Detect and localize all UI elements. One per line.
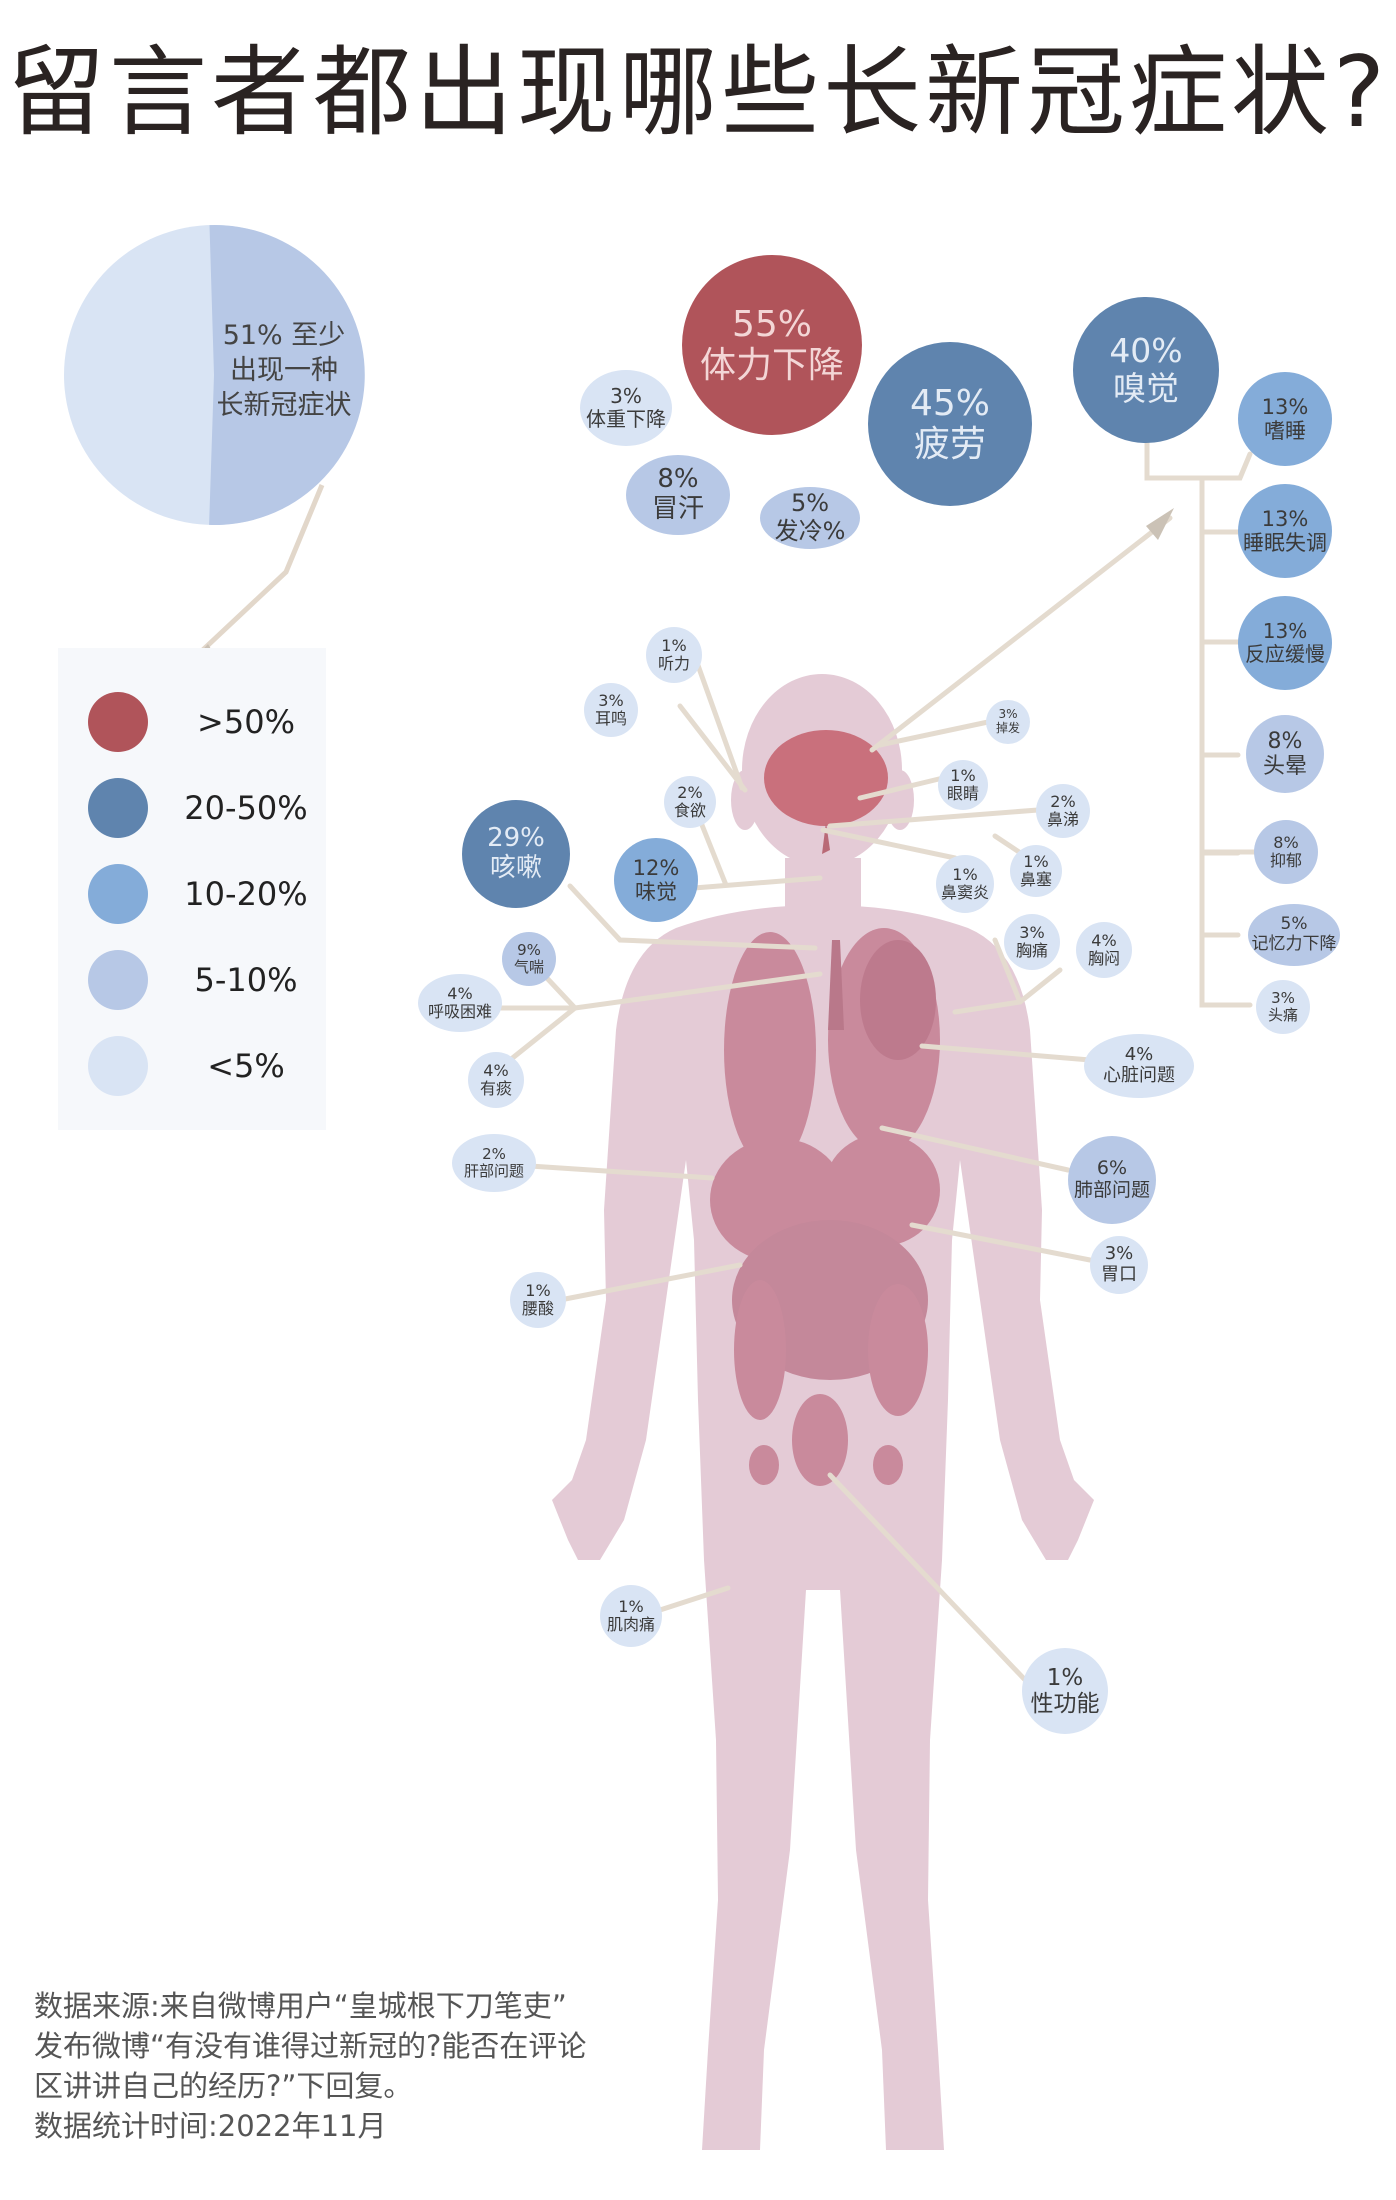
legend-label: 5-10% (194, 961, 298, 999)
connector-lines (457, 440, 1263, 1686)
legend-swatch (88, 864, 148, 924)
symptom-bubble-hairloss: 3% 掉发 (986, 700, 1030, 744)
symptom-bubble-sinusitis: 1% 鼻窦炎 (936, 855, 994, 913)
source-note: 数据来源:来自微博用户“皇城根下刀笔吏” 发布微博“有没有谁得过新冠的?能否在评… (34, 1989, 587, 2143)
symptom-bubble-tinnitus: 3% 耳鸣 (584, 683, 638, 737)
symptom-bubble-liver: 2% 肝部问题 (452, 1134, 536, 1192)
summary-label: 51% 至少 出现一种 长新冠症状 (216, 320, 352, 421)
symptom-bubble-chesttight: 4% 胸闷 (1076, 922, 1132, 978)
symptom-bubble-phlegm: 4% 有痰 (468, 1052, 524, 1108)
symptom-bubble-lung: 6% 肺部问题 (1068, 1136, 1156, 1224)
symptom-bubble-sexual: 1% 性功能 (1022, 1648, 1108, 1734)
legend-item: 20-50% (58, 776, 326, 840)
symptom-bubble-sweat: 8% 冒汗 (626, 455, 730, 535)
legend-swatch (88, 692, 148, 752)
pie-main-slice (209, 225, 365, 526)
symptom-bubble-smell: 40% 嗅觉 (1073, 297, 1219, 443)
heart-organ (860, 940, 936, 1060)
symptom-bubble-stamina: 55% 体力下降 (682, 255, 862, 435)
legend-label: 20-50% (184, 789, 308, 827)
pie-pointer-line (188, 484, 325, 664)
symptom-bubble-hearing: 1% 听力 (646, 627, 702, 683)
legend-item: <5% (58, 1034, 326, 1098)
legend-label: <5% (207, 1047, 285, 1085)
symptom-bubble-breath: 4% 呼吸困难 (418, 974, 502, 1032)
smell-arrowhead (1146, 508, 1174, 540)
symptom-bubble-backache: 1% 腰酸 (510, 1272, 566, 1328)
symptom-bubble-runnynose: 2% 鼻涕 (1036, 784, 1090, 838)
symptom-bubble-insomnia: 13% 睡眠失调 (1238, 484, 1332, 578)
symptom-bubble-cough: 29% 咳嗽 (462, 800, 570, 908)
symptom-bubble-chestpain: 3% 胸痛 (1004, 914, 1060, 970)
stomach-organ (824, 1134, 940, 1246)
legend-swatch (88, 950, 148, 1010)
summary-pie (64, 225, 365, 526)
symptom-bubble-heart: 4% 心脏问题 (1084, 1034, 1194, 1098)
symptom-bubble-asthma: 9% 气喘 (502, 932, 556, 986)
symptom-bubble-weight: 3% 体重下降 (580, 370, 672, 446)
brain (764, 730, 888, 826)
page-title: 留言者都出现哪些长新冠症状? (6, 36, 1389, 150)
legend-label: 10-20% (184, 875, 308, 913)
legend-item: 10-20% (58, 862, 326, 926)
legend-item: >50% (58, 690, 326, 754)
symptom-bubble-muscle: 1% 肌肉痛 (600, 1585, 662, 1647)
symptom-bubble-dizzy: 8% 头晕 (1246, 715, 1324, 793)
symptom-bubble-stuffy: 1% 鼻塞 (1010, 845, 1062, 897)
legend-item: 5-10% (58, 948, 326, 1012)
symptom-bubble-stomach: 3% 胃口 (1090, 1236, 1148, 1294)
legend-swatch (88, 778, 148, 838)
symptom-bubble-fatigue: 45% 疲劳 (868, 342, 1032, 506)
right-lung (724, 932, 816, 1168)
symptom-bubble-eyes: 1% 眼睛 (938, 760, 988, 810)
legend: >50% 20-50% 10-20% 5-10% <5% (58, 648, 326, 1130)
symptom-bubble-taste: 12% 味觉 (614, 838, 698, 922)
symptom-bubble-chills: 5% 发冷% (760, 487, 860, 549)
symptom-bubble-appetite: 2% 食欲 (664, 776, 716, 828)
symptom-bubble-headache: 3% 头痛 (1256, 980, 1310, 1034)
symptom-bubble-depress: 8% 抑郁 (1254, 820, 1318, 884)
symptom-bubble-slow: 13% 反应缓慢 (1238, 596, 1332, 690)
symptom-bubble-memory: 5% 记忆力下降 (1248, 904, 1340, 966)
organs (710, 730, 940, 1486)
symptom-bubble-sleepy: 13% 嗜睡 (1238, 372, 1332, 466)
legend-swatch (88, 1036, 148, 1096)
legend-label: >50% (197, 703, 295, 741)
